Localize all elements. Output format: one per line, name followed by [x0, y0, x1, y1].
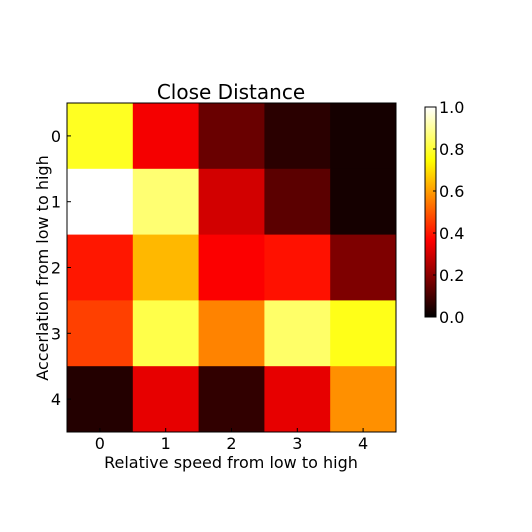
- x-tick-label: 1: [161, 434, 171, 453]
- heatmap-cell: [132, 234, 200, 301]
- heatmap-cell: [67, 366, 134, 433]
- colorbar-tick-label: 0.4: [439, 224, 464, 243]
- heatmap-cell: [330, 103, 397, 170]
- colorbar-tick-label: 1.0: [439, 98, 464, 117]
- heatmap-cell: [330, 300, 397, 367]
- heatmap-cell: [198, 234, 265, 301]
- heatmap-cell: [330, 234, 397, 301]
- colorbar-tick-label: 0.2: [439, 266, 464, 285]
- heatmap-cell: [264, 234, 331, 301]
- heatmap-cells: [67, 103, 397, 433]
- colorbar: [424, 106, 437, 318]
- heatmap-cell: [132, 300, 200, 367]
- heatmap-cell: [198, 103, 265, 170]
- y-tick-label: 0: [51, 127, 61, 146]
- heatmap-cell: [330, 366, 397, 433]
- heatmap-cell: [330, 168, 397, 236]
- y-tick-label: 2: [51, 259, 61, 278]
- x-tick-label: 4: [358, 434, 368, 453]
- x-tick-label: 3: [292, 434, 302, 453]
- y-tick-label: 1: [51, 193, 61, 212]
- heatmap-cell: [132, 168, 200, 236]
- y-axis-label: Accerlation from low to high: [33, 155, 52, 380]
- x-tick-label: 0: [95, 434, 105, 453]
- x-axis-ticks: 0 1 2 3 4: [95, 428, 368, 453]
- heatmap-cell: [264, 103, 331, 170]
- colorbar-tick-label: 0.0: [439, 308, 464, 327]
- heatmap-cell: [67, 300, 134, 367]
- colorbar-tick-label: 0.8: [439, 140, 464, 159]
- heatmap-cell: [198, 300, 265, 367]
- heatmap-cell: [264, 168, 331, 236]
- y-tick-label: 3: [51, 324, 61, 343]
- x-axis-label: Relative speed from low to high: [104, 453, 358, 472]
- x-tick-label: 2: [226, 434, 236, 453]
- chart-title: Close Distance: [157, 80, 305, 104]
- heatmap-cell: [132, 103, 200, 170]
- heatmap-cell: [198, 366, 265, 433]
- y-axis-ticks: 0 1 2 3 4: [51, 127, 71, 409]
- y-tick-label: 4: [51, 390, 61, 409]
- heatmap-cell: [264, 366, 331, 433]
- heatmap-cell: [67, 234, 134, 301]
- heatmap-cell: [198, 168, 265, 236]
- heatmap-cell: [67, 103, 134, 170]
- colorbar-ticks: 0.0 0.2 0.4 0.6 0.8 1.0: [433, 98, 464, 327]
- colorbar-tick-label: 0.6: [439, 182, 464, 201]
- heatmap-cell: [264, 300, 331, 367]
- heatmap-cell: [132, 366, 200, 433]
- heatmap-cell: [67, 168, 134, 236]
